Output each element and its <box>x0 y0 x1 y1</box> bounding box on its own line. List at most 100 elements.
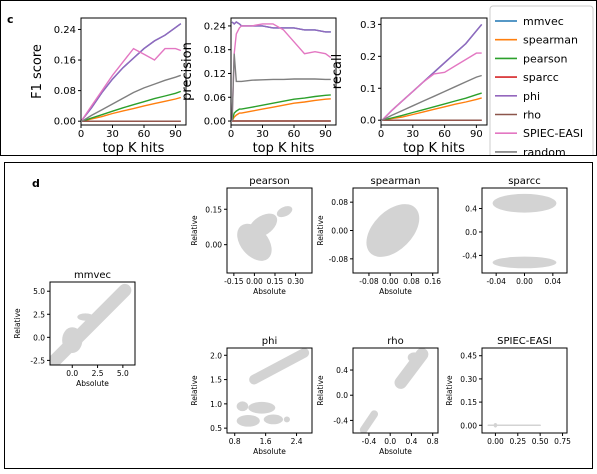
recall-line-random <box>381 74 482 121</box>
mmvec-scatter-xlabel: Absolute <box>76 379 109 388</box>
mmvec-scatter-ylabel: Relative <box>13 308 22 339</box>
phi-scatter-xtick-label: 1.6 <box>260 437 272 446</box>
precision-ytick-label: 0.24 <box>204 21 226 32</box>
precision-ytick-label: 0.12 <box>204 69 226 80</box>
phi-scatter-ytick-label: 1.0 <box>210 400 222 409</box>
phi-scatter: phi 0.8 1.6 2.4 0.5 1.0 1.5 2.0 Absolute Relative <box>190 336 313 456</box>
mmvec-scatter-xtick-label: 5.0 <box>117 369 129 378</box>
precision-line-spiec-easi <box>231 23 332 122</box>
spearman-scatter-xlabel: Absolute <box>379 287 412 296</box>
precision-axes-frame <box>230 17 337 126</box>
precision-xtick-label: 30 <box>256 129 269 140</box>
pearson-scatter: pearson-0.15 0.00 0.15 0.300.000.15Absolute… <box>190 176 313 296</box>
mmvec-scatter-cluster <box>92 312 105 318</box>
mmvec-scatter-axes-frame <box>49 281 136 366</box>
precision-ytick-label: 0.06 <box>204 93 226 104</box>
f1-line-spiec-easi <box>81 47 182 121</box>
spearman-scatter-ylabel: Relative <box>316 215 325 246</box>
spearman-scatter-xtick-label: 0.08 <box>403 277 420 286</box>
legend-label: rho <box>523 109 541 122</box>
f1-line-pearson <box>81 90 182 122</box>
spiec-scatter-ylabel: Relative <box>445 375 454 406</box>
spearman-scatter-xtick-label: -0.08 <box>359 277 379 286</box>
phi-scatter-cluster <box>283 416 290 423</box>
recall-axes-frame <box>380 17 488 126</box>
mmvec-scatter-ytick-label: 5.0 <box>33 287 45 296</box>
precision-line-spearman <box>231 98 331 122</box>
legend-label: SPIEC-EASI <box>523 127 583 140</box>
panel-d-label: d <box>32 177 40 190</box>
f1-line-phi <box>81 23 182 121</box>
sparcc-scatter-ytick-label: 0.4 <box>465 205 477 214</box>
panel-d: d mmvec 0.0 2.5 5.0 -2.5 0.0 2.5 5.0 Absolute Rel… <box>4 162 593 469</box>
spiec-scatter-points <box>487 422 541 428</box>
pearson-scatter-axes-frame <box>226 187 313 274</box>
recall-ylabel: recall <box>330 54 345 89</box>
rho-scatter-xtick-label: -0.4 <box>362 437 377 446</box>
mmvec-scatter-ytick-label: -2.5 <box>30 356 45 365</box>
phi-scatter-xlabel: Absolute <box>253 447 286 456</box>
recall-xtick-label: 60 <box>438 129 451 140</box>
precision-xtick-label: 90 <box>319 129 332 140</box>
f1-xtick-label: 90 <box>169 129 182 140</box>
phi-scatter-ytick-label: 0.5 <box>210 424 222 433</box>
mmvec-scatter-cluster <box>62 327 83 354</box>
recall-line-spiec-easi <box>381 52 482 121</box>
spiec-scatter-ytick-label: 0.00 <box>460 421 477 430</box>
mmvec-scatter-ytick-label: 0.0 <box>33 333 45 342</box>
legend-label: spearman <box>523 34 578 47</box>
mmvec-scatter-xtick-label: 0.0 <box>66 369 78 378</box>
rho-scatter-ytick-label: -0.4 <box>333 416 348 425</box>
f1-ytick-label: 0.16 <box>54 56 76 67</box>
mmvec-scatter-cluster <box>118 286 127 296</box>
pearson-scatter-cluster <box>248 213 278 238</box>
phi-scatter-title: phi <box>262 336 277 347</box>
recall-ytick-label: 0.1 <box>360 84 376 95</box>
sparcc-scatter-cluster <box>492 256 557 269</box>
recall-line-pearson <box>381 92 482 121</box>
phi-scatter-ylabel: Relative <box>190 375 199 406</box>
f1-line-spearman <box>81 96 181 122</box>
precision-line-random <box>231 53 331 122</box>
precision-xtick-label: 60 <box>288 129 301 140</box>
spearman-scatter-title: spearman <box>371 176 421 187</box>
rho-scatter-xtick-label: 0.4 <box>405 437 417 446</box>
sparcc-scatter-cluster <box>492 193 557 213</box>
mmvec-scatter-cluster <box>50 283 132 365</box>
legend-label: mmvec <box>523 15 564 28</box>
recall-xtick-label: 0 <box>378 129 384 140</box>
spiec-scatter-ytick-label: 0.45 <box>460 352 477 361</box>
rho-scatter-xlabel: Absolute <box>379 447 412 456</box>
phi-scatter-ytick-label: 1.5 <box>210 376 222 385</box>
sparcc-scatter-ytick-label: 0.0 <box>465 228 477 237</box>
spiec-scatter-xtick-label: 0.00 <box>487 437 504 446</box>
spearman-scatter-ytick-label: 0.08 <box>331 198 348 207</box>
pearson-scatter-xtick-label: 0.00 <box>246 277 263 286</box>
legend-label: phi <box>523 90 540 103</box>
f1-ytick-label: 0.08 <box>54 86 76 97</box>
mmvec-scatter-points <box>50 283 132 365</box>
precision-xlabel: top K hits <box>253 141 315 155</box>
mmvec-scatter: mmvec 0.0 2.5 5.0 -2.5 0.0 2.5 5.0 Absolute Relat… <box>13 270 136 388</box>
sparcc-scatter: sparcc -0.04 0.00 0.04 -0.4 0.0 0.4 <box>462 176 568 286</box>
rho-scatter-ytick-label: 0.4 <box>336 366 348 375</box>
mmvec-scatter-ytick-label: 2.5 <box>33 310 45 319</box>
spearman-scatter-ytick-label: 0.00 <box>331 227 348 236</box>
spiec-scatter-title: SPIEC-EASI <box>497 336 552 347</box>
precision-chart: 0 30 60 90 0.00 0.06 0.12 0.18 0.24 top K hits pre… <box>180 17 337 156</box>
f1-line-random <box>81 74 182 122</box>
phi-scatter-points <box>236 348 310 427</box>
phi-scatter-cluster <box>249 348 310 385</box>
sparcc-scatter-xtick-label: 0.00 <box>516 277 533 286</box>
phi-scatter-xtick-label: 2.4 <box>291 437 303 446</box>
rho-scatter-xtick-label: 0.0 <box>384 437 396 446</box>
rho-scatter-ylabel: Relative <box>316 375 325 406</box>
precision-ylabel: precision <box>180 42 195 101</box>
recall-xlabel: top K hits <box>403 141 465 155</box>
spiec-scatter-ytick-label: 0.30 <box>460 375 477 384</box>
sparcc-scatter-xtick-label: 0.04 <box>544 277 561 286</box>
pearson-scatter-ytick-label: 0.00 <box>205 241 222 250</box>
phi-scatter-xtick-label: 0.8 <box>229 437 241 446</box>
pearson-scatter-points <box>237 206 293 261</box>
